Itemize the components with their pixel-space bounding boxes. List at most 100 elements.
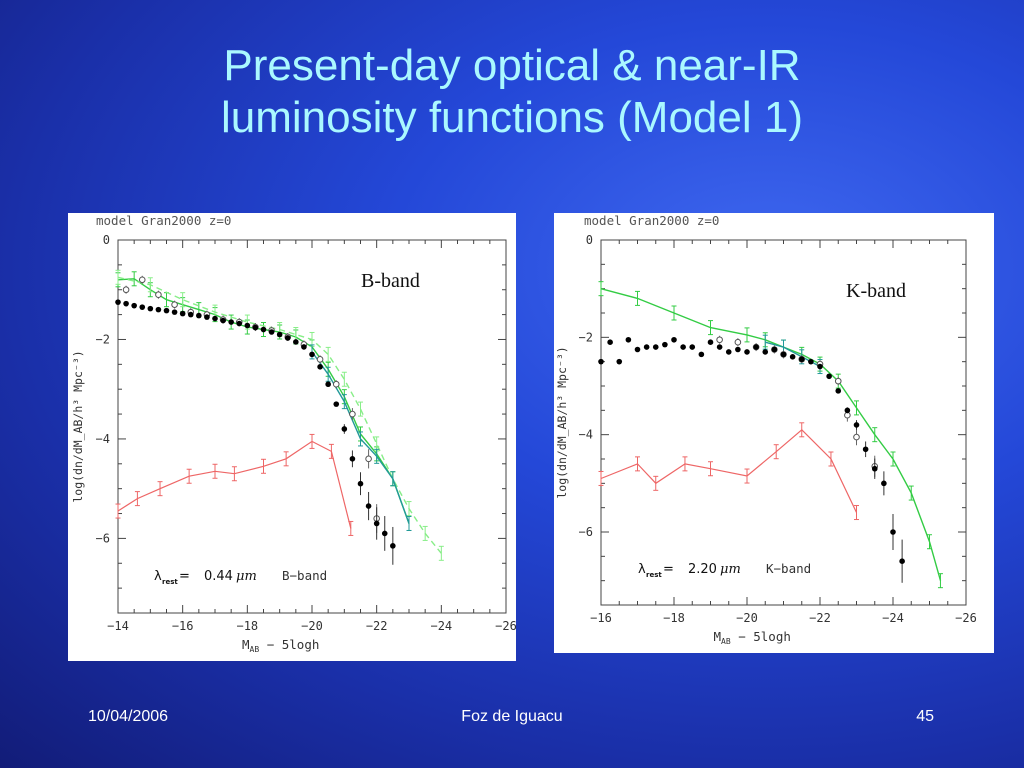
b-band-filled-data-point <box>357 480 364 487</box>
k-band-ytick-label: −2 <box>579 330 593 344</box>
b-band-filled-data-point <box>220 317 226 324</box>
k-band-filled-data-point <box>616 358 623 365</box>
k-band-filled-data-point <box>662 341 668 348</box>
b-band-band-label: B-band <box>361 270 420 292</box>
b-band-filled-data-point <box>204 314 210 320</box>
k-band-filled-data-point <box>625 336 632 343</box>
b-band-ytick-label: −2 <box>96 332 110 346</box>
b-band-open-data-point <box>171 301 178 308</box>
k-band-open-data-point <box>734 338 742 346</box>
b-band-lambda-unit: μm <box>236 569 257 584</box>
b-band-xtick-label: −14 <box>107 619 129 633</box>
k-band-filled-data-point <box>762 349 769 355</box>
b-band-filled-data-point <box>212 315 218 322</box>
b-band-ytick-label: −6 <box>96 531 110 545</box>
b-band-open-data-point <box>122 286 130 294</box>
b-band-filled-data-point <box>365 503 372 509</box>
k-band-ytick-label: −4 <box>579 428 593 442</box>
k-band-filled-data-point <box>826 373 832 380</box>
k-band-xtick-label: −18 <box>663 611 685 625</box>
b-band-filled-data-point <box>309 351 315 358</box>
b-band-open-data-point <box>332 380 340 388</box>
b-band-filled-data-point <box>196 312 202 319</box>
k-band-lambda-subscript: rest <box>646 571 662 579</box>
b-band-open-data-point <box>138 276 146 284</box>
k-band-chart: model Gran2000 z=0 −16 −18 −20 −22 −24 −26 0 −2 −… <box>555 213 977 646</box>
b-band-filled-data-point <box>123 300 129 307</box>
k-band-filled-data-point <box>835 388 842 394</box>
b-band-open-data-point <box>365 455 372 463</box>
k-band-lambda-symbol: λ <box>638 562 646 577</box>
footer-date: 10/04/2006 <box>88 708 169 725</box>
k-band-chart-header: model Gran2000 z=0 <box>584 213 719 228</box>
k-band-filled-data-point <box>753 344 759 350</box>
footer-page-number: 45 <box>916 708 934 725</box>
k-band-filled-data-point <box>789 354 796 360</box>
k-band-filled-data-point <box>607 339 613 345</box>
k-band-filled-data-point <box>817 363 823 370</box>
b-band-filled-data-point <box>325 381 331 388</box>
b-band-filled-data-point <box>341 426 348 432</box>
k-band-filled-data-point <box>744 349 750 355</box>
k-band-series-line-green-solid <box>600 288 942 581</box>
k-band-filled-data-point <box>808 358 814 365</box>
k-band-xtick-label: −26 <box>955 611 977 625</box>
k-band-x-axis-label: MAB − 5logh <box>714 629 791 646</box>
b-band-xtick-label: −24 <box>430 619 452 633</box>
k-band-filled-data-point <box>725 349 732 355</box>
b-band-filled-data-point <box>147 305 154 312</box>
k-band-filled-data-point <box>890 529 896 535</box>
b-band-xtick-label: −26 <box>495 619 516 633</box>
k-band-filled-data-point <box>634 346 641 353</box>
k-band-open-data-point <box>853 433 860 441</box>
k-band-filled-data-point <box>899 558 905 564</box>
k-band-filled-data-point <box>881 480 887 487</box>
k-band-lambda-band: K−band <box>766 561 811 576</box>
b-band-lambda-band: B−band <box>282 568 327 583</box>
b-band-series-line-green-dashed <box>117 276 442 554</box>
b-band-filled-data-point <box>163 307 170 314</box>
k-band-xtick-label: −24 <box>882 611 904 625</box>
k-band-filled-data-point <box>862 446 869 453</box>
k-band-filled-data-point <box>853 422 860 428</box>
b-band-lambda-subscript: rest <box>162 578 178 586</box>
b-band-filled-data-point <box>373 520 380 527</box>
k-band-xtick-label: −22 <box>809 611 831 625</box>
b-band-open-data-point <box>155 291 162 299</box>
b-band-filled-data-point <box>187 311 194 318</box>
b-band-chart: model Gran2000 z=0−14 −16 −18 −20 −22 −24 −260… <box>71 213 516 654</box>
b-band-xtick-label: −16 <box>172 619 194 633</box>
k-band-ytick-label: −6 <box>579 525 593 539</box>
b-band-filled-data-point <box>244 322 251 329</box>
b-band-ytick-label: −4 <box>96 432 110 446</box>
b-band-open-data-point <box>316 356 324 363</box>
k-band-filled-data-point <box>780 351 787 358</box>
b-band-filled-data-point <box>155 306 162 313</box>
b-band-filled-data-point <box>268 329 275 335</box>
k-band-xtick-label: −16 <box>590 611 612 625</box>
b-band-filled-data-point <box>228 319 234 325</box>
b-band-ytick-label: 0 <box>103 233 110 247</box>
b-band-filled-data-point <box>131 302 137 309</box>
k-band-y-axis-label: log(dn/dM_AB/h³ Mpc⁻³) <box>555 346 569 498</box>
b-band-xtick-label: −20 <box>301 619 323 633</box>
b-band-lambda-equals: = <box>179 569 190 584</box>
b-band-filled-data-point <box>301 344 307 350</box>
k-band-lambda-value: 2.20 <box>688 562 717 577</box>
slide-title-line1: Present-day optical & near-IR <box>223 41 801 90</box>
b-band-chart-panel: model Gran2000 z=0 −14 −16 −18 −20 −22 −24 −26 0… <box>68 213 516 661</box>
b-band-filled-data-point <box>236 320 243 327</box>
b-band-filled-data-point <box>252 324 259 331</box>
k-band-filled-data-point <box>798 356 805 363</box>
k-band-filled-data-point <box>671 336 677 343</box>
b-band-series-line-red <box>117 440 352 529</box>
k-band-chart-panel: model Gran2000 z=0 −16 −18 −20 −22 −24 −26 0 −2 −… <box>554 213 994 653</box>
k-band-filled-data-point <box>598 358 604 365</box>
b-band-filled-data-point <box>171 309 178 315</box>
b-band-xtick-label: −18 <box>236 619 258 633</box>
b-band-filled-data-point <box>179 310 186 317</box>
k-band-filled-data-point <box>716 344 723 350</box>
k-band-filled-data-point <box>871 465 878 472</box>
b-band-filled-data-point <box>276 331 283 338</box>
k-band-plot-frame <box>600 239 967 606</box>
